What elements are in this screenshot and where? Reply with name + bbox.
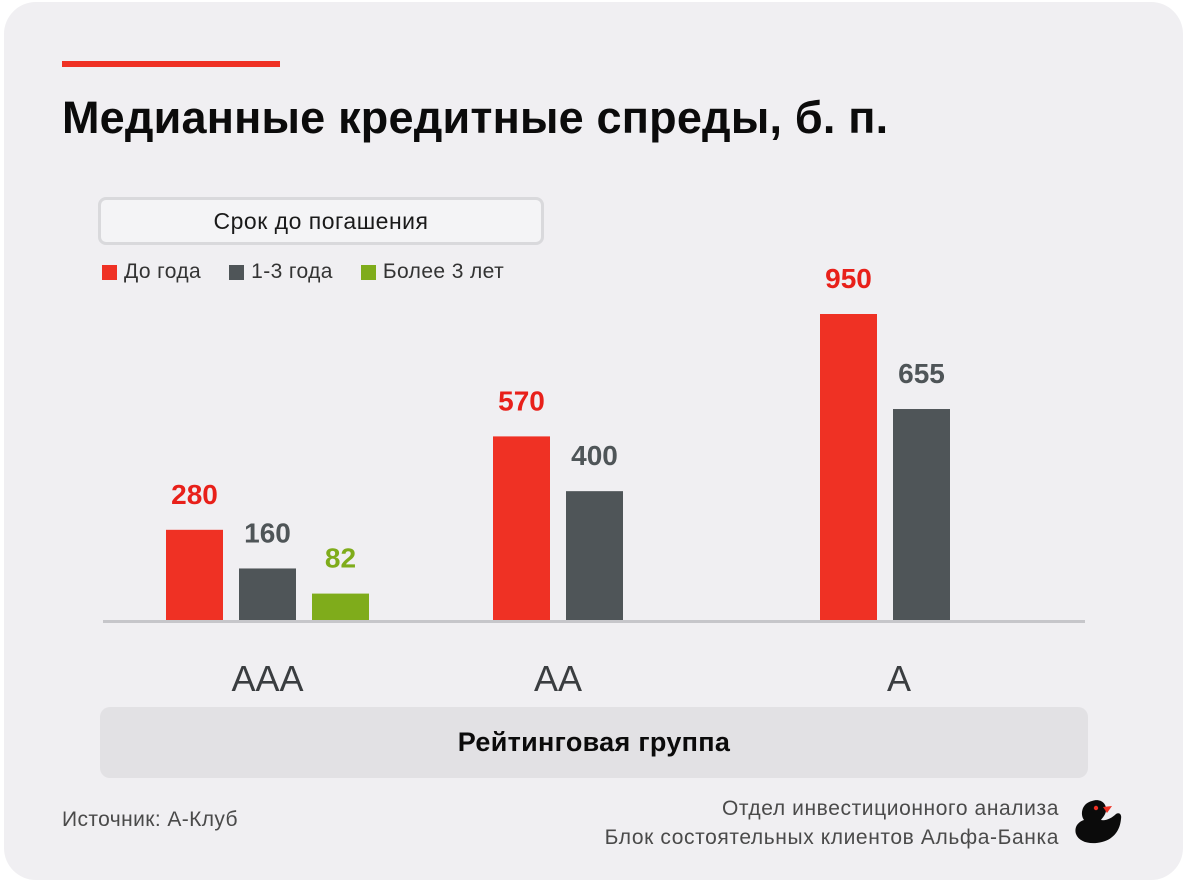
legend-item-1-3y: 1-3 года	[229, 260, 333, 284]
value-label: 160	[244, 517, 291, 548]
bar-aa-series-0	[493, 436, 550, 620]
value-label: 82	[325, 543, 356, 574]
legend-item-over-3y: Более 3 лет	[360, 260, 505, 284]
value-label: 950	[825, 263, 872, 294]
legend-label: До года	[124, 260, 202, 283]
bar-a-series-0	[820, 314, 877, 620]
value-label: 400	[571, 440, 618, 471]
bar-aaa-series-0	[166, 529, 223, 620]
accent-line	[62, 61, 280, 67]
legend-title: Срок до погашения	[98, 197, 544, 245]
value-label: 280	[171, 479, 218, 510]
bar-aaa-series-2	[312, 593, 369, 620]
source-note: Источник: А-Клуб	[62, 808, 238, 831]
value-label: 570	[498, 385, 545, 416]
department-line-2: Блок состоятельных клиентов Альфа-Банка	[604, 826, 1059, 849]
duck-icon	[1075, 800, 1122, 844]
category-label: AA	[534, 658, 582, 699]
department-line-1: Отдел инвестиционного анализа	[721, 797, 1059, 820]
x-axis-title: Рейтинговая группа	[100, 707, 1088, 778]
category-label: AAA	[231, 658, 303, 699]
legend-swatch	[360, 264, 376, 280]
bar-aa-series-1	[566, 491, 623, 620]
category-label: A	[887, 658, 911, 699]
legend-label: Более 3 лет	[382, 260, 505, 283]
legend-item-under-1y: До года	[102, 260, 201, 284]
legend-swatch	[229, 264, 245, 280]
bar-a-series-1	[893, 409, 950, 620]
legend-swatch	[102, 264, 117, 280]
legend: До года 1-3 года Более 3 лет	[102, 260, 504, 284]
value-label: 655	[898, 358, 945, 389]
chart-title: Медианные кредитные спреды, б. п.	[62, 92, 889, 143]
department-note: Отдел инвестиционного анализа Блок состо…	[605, 794, 1059, 852]
bar-aaa-series-1	[239, 568, 296, 620]
legend-label: 1-3 года	[251, 260, 333, 283]
